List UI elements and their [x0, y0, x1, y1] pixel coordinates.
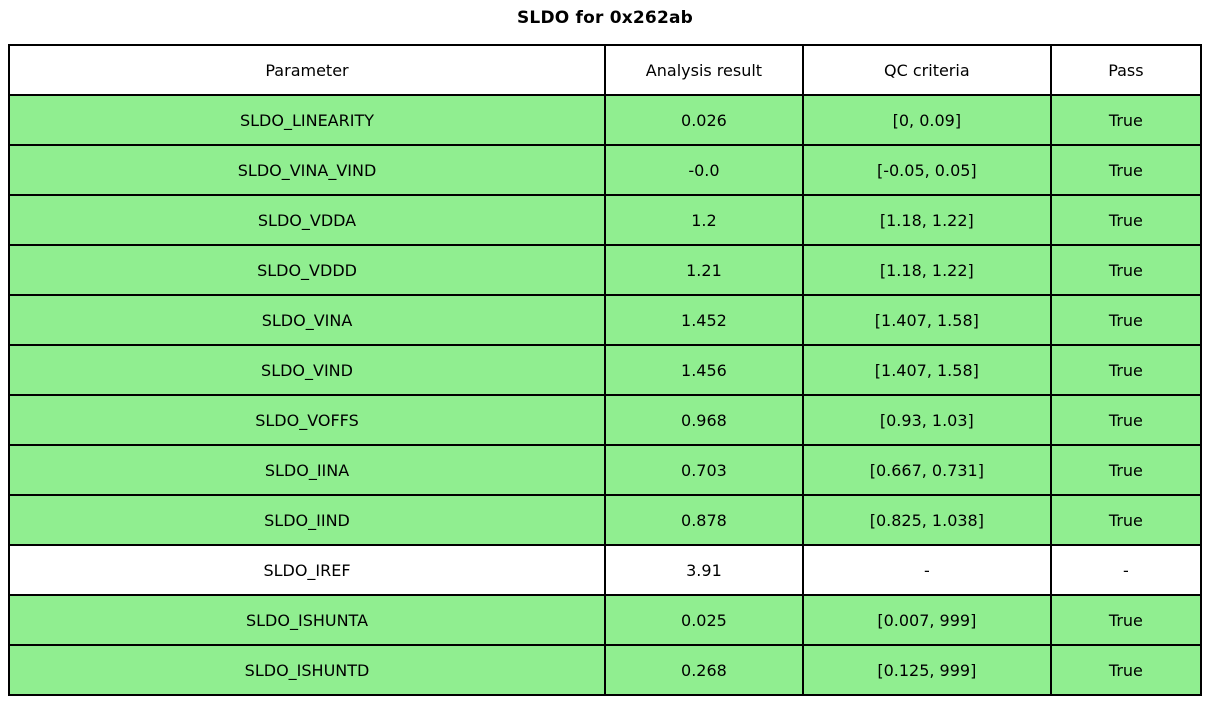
cell-criteria: [1.18, 1.22]	[801, 244, 1052, 296]
cell-result: 0.968	[604, 394, 804, 446]
cell-parameter: SLDO_VIND	[7, 344, 607, 396]
cell-result: 1.452	[604, 294, 804, 346]
cell-parameter: SLDO_VDDD	[7, 244, 607, 296]
cell-parameter: SLDO_VINA_VIND	[7, 144, 607, 196]
table-row: SLDO_IINA 0.703 [0.667, 0.731] True	[7, 444, 1203, 496]
cell-parameter: SLDO_IREF	[7, 544, 607, 596]
cell-criteria: [1.407, 1.58]	[801, 344, 1052, 396]
table-row: SLDO_IREF 3.91- -	[7, 544, 1203, 596]
table-body: SLDO_LINEARITY 0.026 [0, 0.09] True SLDO_VIN…	[7, 94, 1203, 696]
cell-criteria: [0.007, 999]	[801, 594, 1052, 646]
cell-criteria: [0.93, 1.03]	[801, 394, 1052, 446]
table-row: SLDO_VDDD 1.21 [1.18, 1.22] True	[7, 244, 1203, 296]
table-row: SLDO_VIND 1.456 [1.407, 1.58] True	[7, 344, 1203, 396]
cell-parameter: SLDO_ISHUNTD	[7, 644, 607, 696]
table-row: SLDO_ISHUNTD 0.268 [0.125, 999] True	[7, 644, 1203, 696]
cell-parameter: SLDO_VINA	[7, 294, 607, 346]
cell-criteria: [1.18, 1.22]	[801, 194, 1052, 246]
cell-result: -0.0	[604, 144, 804, 196]
cell-result: 3.91	[604, 544, 804, 596]
cell-pass: True	[1049, 94, 1203, 146]
cell-result: 0.878	[604, 494, 804, 546]
column-header-analysis-result: Analysis result	[604, 44, 804, 96]
cell-pass: True	[1049, 594, 1203, 646]
cell-result: 1.2	[604, 194, 804, 246]
cell-parameter: SLDO_LINEARITY	[7, 94, 607, 146]
cell-pass: True	[1049, 644, 1203, 696]
cell-criteria: [0.667, 0.731]	[801, 444, 1052, 496]
chart-title: SLDO for 0x262ab	[516, 8, 694, 28]
cell-result: 0.703	[604, 444, 804, 496]
cell-pass: True	[1049, 244, 1203, 296]
header-row: Parameter Analysis result QC criteria Pa…	[7, 44, 1203, 96]
table-row: SLDO_VINA 1.452 [1.407, 1.58] True	[7, 294, 1203, 346]
cell-criteria: -	[801, 544, 1052, 596]
table-row: SLDO_ISHUNTA 0.025 [0.007, 999] True	[7, 594, 1203, 646]
cell-result: 0.268	[604, 644, 804, 696]
cell-parameter: SLDO_ISHUNTA	[7, 594, 607, 646]
cell-criteria: [0.125, 999]	[801, 644, 1052, 696]
cell-criteria: [0, 0.09]	[801, 94, 1052, 146]
cell-parameter: SLDO_IIND	[7, 494, 607, 546]
cell-result: 0.025	[604, 594, 804, 646]
cell-criteria: [-0.05, 0.05]	[801, 144, 1052, 196]
table-row: SLDO_VDDA 1.2 [1.18, 1.22] True	[7, 194, 1203, 246]
cell-result: 0.026	[604, 94, 804, 146]
qc-results-table: Parameter Analysis result QC criteria Pa…	[7, 44, 1203, 696]
column-header-pass: Pass	[1049, 44, 1203, 96]
cell-pass: True	[1049, 444, 1203, 496]
cell-parameter: SLDO_VDDA	[7, 194, 607, 246]
table-row: SLDO_IIND 0.878 [0.825, 1.038] True	[7, 494, 1203, 546]
cell-pass: True	[1049, 194, 1203, 246]
column-header-parameter: Parameter	[7, 44, 607, 96]
cell-pass: -	[1049, 544, 1203, 596]
cell-parameter: SLDO_IINA	[7, 444, 607, 496]
cell-pass: True	[1049, 344, 1203, 396]
table-row: SLDO_VINA_VIND -0.0 [-0.05, 0.05] True	[7, 144, 1203, 196]
cell-pass: True	[1049, 394, 1203, 446]
table-row: SLDO_VOFFS 0.968 [0.93, 1.03] True	[7, 394, 1203, 446]
column-header-qc-criteria: QC criteria	[801, 44, 1052, 96]
cell-criteria: [1.407, 1.58]	[801, 294, 1052, 346]
table-row: SLDO_LINEARITY 0.026 [0, 0.09] True	[7, 94, 1203, 146]
cell-pass: True	[1049, 144, 1203, 196]
cell-result: 1.456	[604, 344, 804, 396]
cell-parameter: SLDO_VOFFS	[7, 394, 607, 446]
cell-criteria: [0.825, 1.038]	[801, 494, 1052, 546]
cell-pass: True	[1049, 294, 1203, 346]
cell-pass: True	[1049, 494, 1203, 546]
cell-result: 1.21	[604, 244, 804, 296]
